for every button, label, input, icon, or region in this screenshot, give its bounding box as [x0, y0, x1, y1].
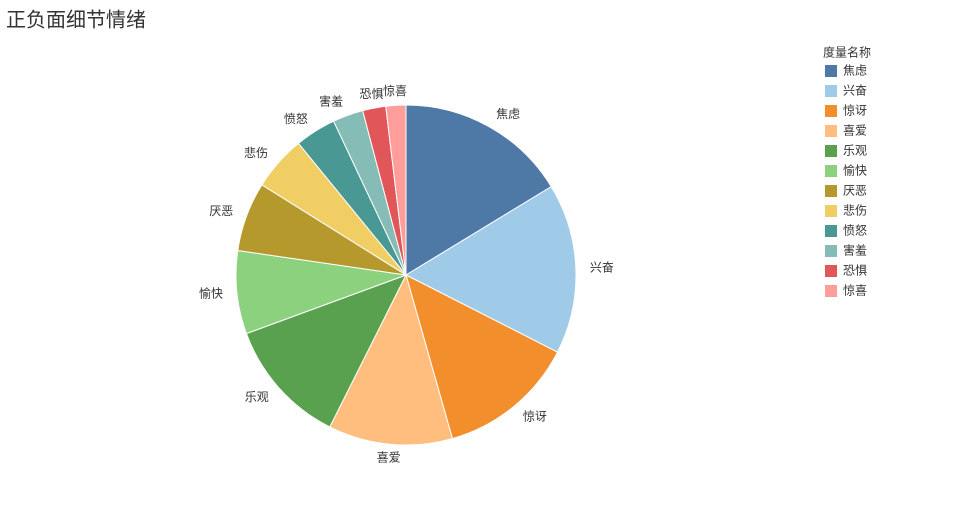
slice-label: 愉快 [199, 286, 223, 301]
legend-label: 惊讶 [843, 103, 867, 118]
legend-label: 焦虑 [843, 64, 867, 78]
slice-label: 乐观 [245, 390, 269, 404]
legend-label: 愉快 [843, 163, 867, 178]
slice-label: 惊喜 [383, 83, 407, 98]
legend-swatch [825, 125, 837, 137]
slice-label: 悲伤 [244, 145, 268, 160]
legend-swatch [825, 205, 837, 217]
slice-label: 愤怒 [284, 111, 308, 126]
slice-label: 害羞 [319, 94, 343, 109]
legend-title: 度量名称 [823, 45, 871, 60]
slice-label: 恐惧 [360, 86, 384, 101]
legend-swatch [825, 145, 837, 157]
slice-label: 厌恶 [209, 204, 233, 218]
legend-label: 恐惧 [843, 263, 867, 278]
slice-label: 焦虑 [496, 107, 520, 121]
chart-title: 正负面细节情绪 [6, 8, 146, 32]
legend-label: 愤怒 [843, 223, 867, 238]
legend-swatch [825, 185, 837, 197]
pie-slice [405, 104, 552, 276]
legend-label: 乐观 [843, 144, 867, 158]
legend-label: 喜爱 [843, 124, 867, 138]
pie-slice [404, 185, 577, 353]
legend-swatch [825, 265, 837, 277]
legend-swatch [825, 245, 837, 257]
legend-swatch [825, 225, 837, 237]
legend-label: 害羞 [843, 243, 867, 258]
legend-label: 厌恶 [843, 184, 867, 198]
pie-slice [329, 273, 454, 446]
slice-label: 兴奋 [590, 261, 614, 275]
legend-swatch [825, 285, 837, 297]
slice-label: 喜爱 [377, 451, 401, 465]
legend-label: 惊喜 [843, 283, 867, 298]
legend-swatch [825, 165, 837, 177]
legend-swatch [825, 65, 837, 77]
legend-swatch [825, 105, 837, 117]
pie-slice [245, 274, 408, 428]
legend-label: 悲伤 [843, 203, 867, 218]
legend-swatch [825, 85, 837, 97]
slice-label: 惊讶 [523, 409, 547, 424]
legend-label: 兴奋 [843, 84, 867, 98]
pie-slice [405, 274, 559, 440]
pie-slice [385, 104, 407, 276]
